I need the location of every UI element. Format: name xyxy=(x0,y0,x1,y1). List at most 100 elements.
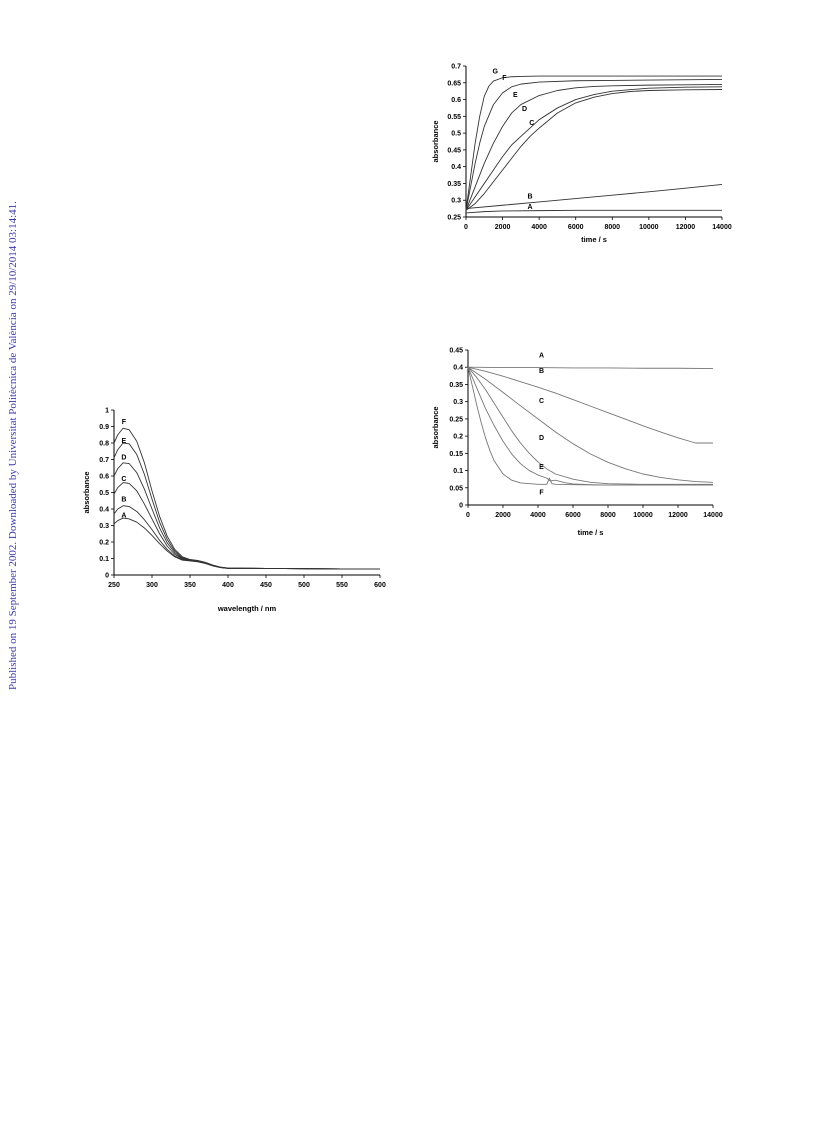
series-label-a: A xyxy=(539,353,544,360)
series-line-g xyxy=(465,75,722,211)
chart-uv-vis-spectra: 0 0.1 0.2 0.3 0.4 0.5 0.6 0.7 0.8 0.9 1 250 300 350 40… xyxy=(82,408,386,614)
series-line-e xyxy=(465,84,723,211)
x-tick-label: 2000 xyxy=(495,512,511,519)
y-tick-label: 0.6 xyxy=(99,474,109,481)
x-tick-label: 500 xyxy=(298,582,310,589)
y-tick-label: 0 xyxy=(459,503,463,510)
y-tick-label: 0.3 xyxy=(453,399,463,406)
chart-time-course-rise: 0.25 0.3 0.35 0.4 0.45 0.5 0.55 0.6 0.65 0.7 0 2000… xyxy=(431,64,732,245)
x-tick-label: 8000 xyxy=(604,224,620,231)
y-tick-label: 1 xyxy=(105,408,109,415)
x-axis-title: wavelength / nm xyxy=(217,604,277,613)
series-label-c: C xyxy=(121,476,126,483)
y-tick-label: 0.3 xyxy=(99,523,109,530)
series-label-b: B xyxy=(121,497,126,504)
y-tick-label: 0.1 xyxy=(453,468,463,475)
x-tick-label: 350 xyxy=(184,582,196,589)
y-tick-label: 0.25 xyxy=(449,416,463,423)
series-label-e: E xyxy=(539,464,544,471)
y-tick-label: 0.9 xyxy=(99,424,109,431)
series-line-e xyxy=(113,442,380,570)
series-line-c xyxy=(467,366,714,483)
series-line-b xyxy=(465,184,723,210)
x-tick-label: 450 xyxy=(260,582,272,589)
x-tick-label: 14000 xyxy=(712,224,732,231)
series-label-e: E xyxy=(513,92,518,99)
series-label-f: F xyxy=(502,75,507,82)
series-line-e xyxy=(467,367,713,486)
series-line-d xyxy=(113,462,380,570)
x-tick-label: 8000 xyxy=(600,512,616,519)
x-tick-label: 14000 xyxy=(703,512,723,519)
y-axis-title: absorbance xyxy=(431,120,440,162)
x-tick-label: 6000 xyxy=(568,224,584,231)
x-tick-label: 4000 xyxy=(531,224,547,231)
y-axis-title: absorbance xyxy=(431,406,440,448)
x-tick-label: 0 xyxy=(466,512,470,519)
series-label-b: B xyxy=(539,368,544,375)
series-label-f: F xyxy=(539,490,544,497)
x-tick-label: 2000 xyxy=(495,224,511,231)
x-tick-label: 550 xyxy=(336,582,348,589)
series-line-c xyxy=(465,89,723,211)
y-tick-label: 0.35 xyxy=(449,382,463,389)
x-tick-label: 10000 xyxy=(639,224,659,231)
series-label-b: B xyxy=(527,194,532,201)
series-label-f: F xyxy=(122,419,127,426)
x-axis-title: time / s xyxy=(578,528,604,537)
x-tick-label: 600 xyxy=(374,582,386,589)
x-tick-label: 300 xyxy=(146,582,158,589)
x-tick-label: 12000 xyxy=(676,224,696,231)
series-label-c: C xyxy=(539,398,544,405)
series-label-d: D xyxy=(121,455,126,462)
y-tick-label: 0 xyxy=(105,573,109,580)
series-line-f xyxy=(113,427,380,570)
y-tick-label: 0.05 xyxy=(449,485,463,492)
y-tick-label: 0.7 xyxy=(451,64,461,71)
y-tick-label: 0.2 xyxy=(453,434,463,441)
y-tick-label: 0.4 xyxy=(453,365,463,372)
series-label-a: A xyxy=(121,512,126,519)
x-tick-label: 10000 xyxy=(633,512,653,519)
y-tick-label: 0.4 xyxy=(451,164,461,171)
series-line-c xyxy=(113,482,380,570)
y-tick-label: 0.45 xyxy=(449,348,463,355)
download-stamp-text: Published on 19 September 2002. Download… xyxy=(7,201,19,690)
series-label-a: A xyxy=(527,204,532,211)
y-tick-label: 0.7 xyxy=(99,457,109,464)
x-axis-title: time / s xyxy=(581,235,607,244)
series-line-d xyxy=(467,366,713,485)
series-line-d xyxy=(465,86,723,211)
series-line-a xyxy=(465,209,722,214)
series-label-e: E xyxy=(122,438,127,445)
y-tick-label: 0.4 xyxy=(99,507,109,514)
series-line-f xyxy=(465,78,723,211)
series-label-g: G xyxy=(493,68,499,75)
x-tick-label: 0 xyxy=(464,224,468,231)
x-tick-label: 400 xyxy=(222,582,234,589)
series-label-c: C xyxy=(529,120,534,127)
y-tick-label: 0.5 xyxy=(451,131,461,138)
y-tick-label: 0.5 xyxy=(99,490,109,497)
y-tick-label: 0.15 xyxy=(449,451,463,458)
download-stamp-container: Published on 19 September 2002. Download… xyxy=(0,0,19,690)
series-line-f xyxy=(467,367,713,486)
y-tick-label: 0.6 xyxy=(451,97,461,104)
x-tick-label: 12000 xyxy=(668,512,688,519)
y-tick-label: 0.65 xyxy=(447,80,461,87)
chart-time-course-decay: 0 0.05 0.1 0.15 0.2 0.25 0.3 0.35 0.4 0.45 0 2000 40… xyxy=(431,348,723,538)
y-tick-label: 0.25 xyxy=(447,215,461,222)
y-tick-label: 0.2 xyxy=(99,540,109,547)
x-tick-label: 4000 xyxy=(530,512,546,519)
y-tick-label: 0.45 xyxy=(447,147,461,154)
y-tick-label: 0.35 xyxy=(447,181,461,188)
y-tick-label: 0.8 xyxy=(99,441,109,448)
series-label-d: D xyxy=(539,435,544,442)
y-tick-label: 0.1 xyxy=(99,556,109,563)
series-line-b xyxy=(467,366,713,444)
series-line-a xyxy=(467,366,714,370)
series-label-d: D xyxy=(522,106,527,113)
x-tick-label: 250 xyxy=(108,582,120,589)
series-line-a xyxy=(113,517,380,570)
y-tick-label: 0.3 xyxy=(451,198,461,205)
